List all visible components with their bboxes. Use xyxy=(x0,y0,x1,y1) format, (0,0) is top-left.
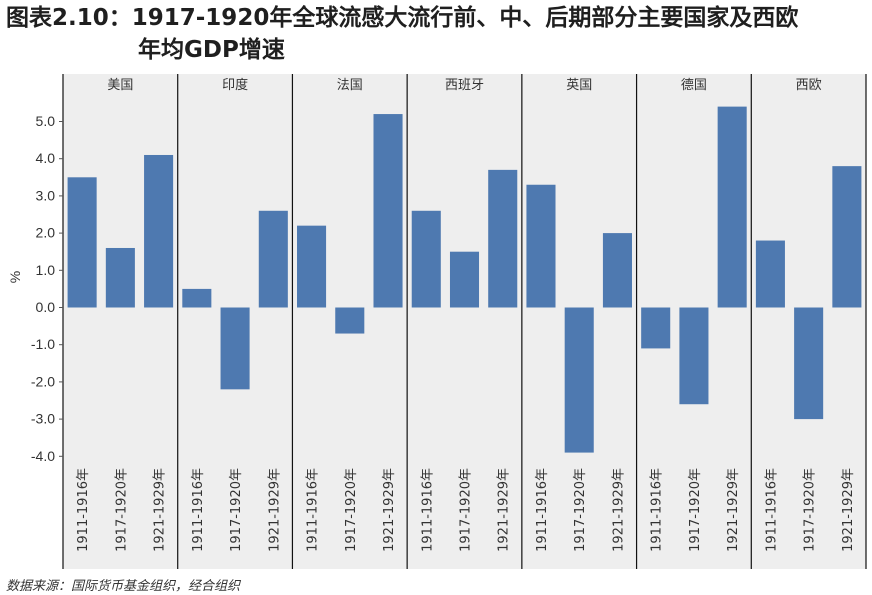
x-tick-label: 1917-1920年 xyxy=(688,468,703,552)
y-axis-label: % xyxy=(7,271,23,283)
y-tick-label: 2.0 xyxy=(36,225,56,241)
x-tick-label: 1921-1929年 xyxy=(267,468,282,552)
x-tick-label: 1911-1916年 xyxy=(535,468,550,552)
bar xyxy=(220,307,250,390)
y-tick-label: -2.0 xyxy=(31,373,55,389)
bar xyxy=(641,307,671,349)
x-tick-label: 1911-1916年 xyxy=(76,468,91,552)
panel-label: 法国 xyxy=(337,78,363,93)
bar xyxy=(297,225,327,308)
bar xyxy=(488,169,518,308)
bar xyxy=(832,166,862,308)
y-tick-label: -1.0 xyxy=(31,336,55,352)
x-tick-label: 1911-1916年 xyxy=(650,468,665,552)
bar xyxy=(564,307,594,453)
panel-label: 德国 xyxy=(681,78,707,93)
x-tick-label: 1921-1929年 xyxy=(841,468,856,552)
bar xyxy=(717,106,747,308)
bar xyxy=(144,154,174,308)
y-tick-label: -3.0 xyxy=(31,411,55,427)
x-tick-label: 1921-1929年 xyxy=(497,468,512,552)
bar xyxy=(105,247,135,308)
y-tick-label: 1.0 xyxy=(36,262,56,278)
y-tick-label: 0.0 xyxy=(36,299,56,315)
bar xyxy=(794,307,824,420)
bar xyxy=(182,288,212,308)
x-tick-label: 1921-1929年 xyxy=(382,468,397,552)
x-tick-label: 1917-1920年 xyxy=(344,468,359,552)
panel-label: 印度 xyxy=(222,77,248,93)
bar xyxy=(755,240,785,308)
bar xyxy=(602,233,632,308)
panel-label: 西班牙 xyxy=(445,78,484,93)
bar xyxy=(373,114,403,308)
bar xyxy=(335,307,365,334)
chart-title-line-2: 年均GDP增速 xyxy=(138,37,285,63)
bar xyxy=(411,210,441,308)
y-tick-label: 5.0 xyxy=(36,113,56,129)
x-tick-label: 1921-1929年 xyxy=(153,468,168,552)
x-tick-label: 1917-1920年 xyxy=(803,468,818,552)
x-tick-label: 1917-1920年 xyxy=(459,468,474,552)
x-tick-label: 1911-1916年 xyxy=(306,468,321,552)
bar xyxy=(449,251,480,308)
x-tick-label: 1921-1929年 xyxy=(611,468,626,552)
bar xyxy=(258,210,288,308)
x-tick-label: 1911-1916年 xyxy=(764,468,779,552)
chart-title-line-1: 图表2.10：1917-1920年全球流感大流行前、中、后期部分主要国家及西欧 xyxy=(6,5,799,31)
bar xyxy=(67,177,97,308)
x-tick-label: 1911-1916年 xyxy=(420,468,435,552)
bar xyxy=(526,184,556,308)
y-tick-label: 3.0 xyxy=(36,187,56,203)
y-tick-label: 4.0 xyxy=(36,150,56,166)
y-tick-label: -4.0 xyxy=(31,448,55,464)
x-tick-label: 1917-1920年 xyxy=(573,468,588,552)
x-tick-label: 1911-1916年 xyxy=(191,468,206,552)
x-tick-label: 1921-1929年 xyxy=(726,468,741,552)
bar xyxy=(679,307,709,405)
data-source-note: 数据来源：国际货币基金组织，经合组织 xyxy=(6,579,241,594)
panel-label: 美国 xyxy=(107,78,133,93)
x-tick-label: 1917-1920年 xyxy=(229,468,244,552)
x-tick-label: 1917-1920年 xyxy=(114,468,129,552)
panel-label: 英国 xyxy=(566,78,592,93)
panel-label: 西欧 xyxy=(796,78,822,93)
chart-title: 图表2.10：1917-1920年全球流感大流行前、中、后期部分主要国家及西欧 … xyxy=(6,2,868,66)
